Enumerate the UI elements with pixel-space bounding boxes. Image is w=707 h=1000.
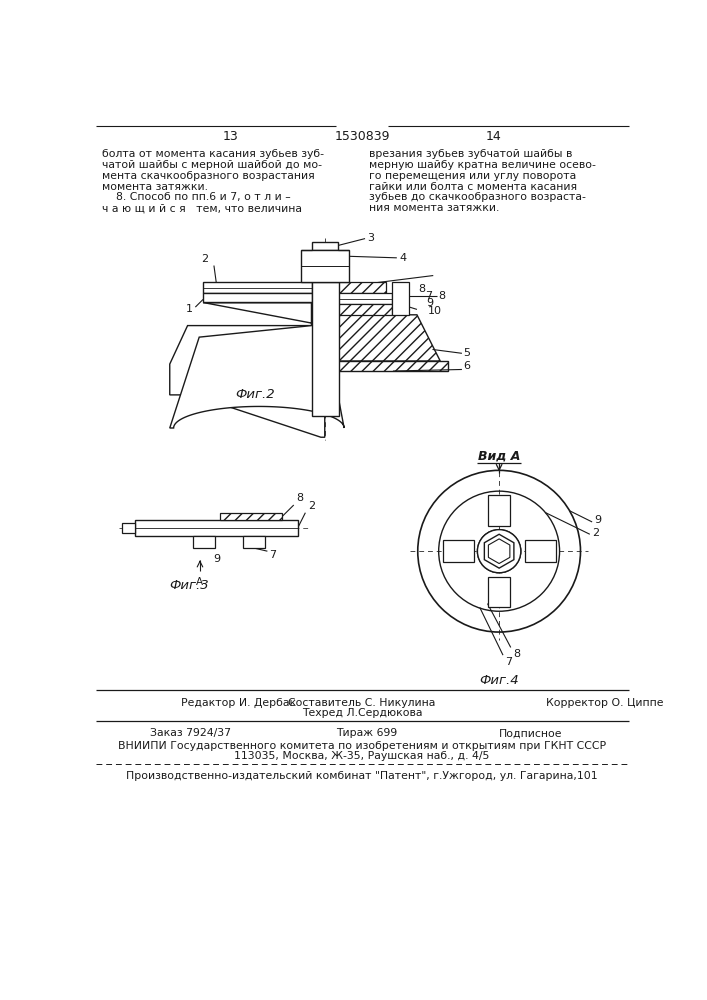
Text: 2: 2	[308, 501, 315, 511]
Polygon shape	[170, 302, 344, 428]
Text: Подписное: Подписное	[499, 728, 563, 738]
Text: 9: 9	[426, 298, 433, 308]
Text: 7: 7	[269, 550, 276, 560]
Text: гайки или болта с момента касания: гайки или болта с момента касания	[369, 182, 577, 192]
Text: Вид A: Вид A	[478, 450, 520, 463]
Text: го перемещения или углу поворота: го перемещения или углу поворота	[369, 171, 576, 181]
Text: 10: 10	[428, 306, 442, 316]
Text: Фиг.3: Фиг.3	[169, 579, 209, 592]
Text: 8: 8	[419, 284, 426, 294]
Text: 5: 5	[464, 348, 470, 358]
Bar	[243, 536, 265, 548]
Text: болта от момента касания зубьев зуб-: болта от момента касания зубьев зуб-	[103, 149, 325, 159]
Text: 8: 8	[296, 493, 303, 503]
Polygon shape	[489, 577, 510, 607]
Circle shape	[477, 530, 521, 573]
Text: 2: 2	[201, 254, 208, 264]
Text: 6: 6	[464, 361, 470, 371]
Bar	[300, 250, 349, 282]
Polygon shape	[525, 540, 556, 562]
Text: Фиг.2: Фиг.2	[235, 388, 275, 401]
Polygon shape	[170, 302, 325, 437]
Text: 13: 13	[222, 130, 238, 143]
Polygon shape	[489, 495, 510, 526]
Text: врезания зубьев зубчатой шайбы в: врезания зубьев зубчатой шайбы в	[369, 149, 572, 159]
Bar	[193, 536, 215, 548]
Text: 14: 14	[486, 130, 501, 143]
Text: 2: 2	[592, 528, 600, 538]
Bar	[338, 304, 392, 315]
Text: A: A	[197, 577, 204, 587]
Text: мента скачкообразного возрастания: мента скачкообразного возрастания	[103, 171, 315, 181]
Text: 113035, Москва, Ж-35, Раушская наб., д. 4/5: 113035, Москва, Ж-35, Раушская наб., д. …	[234, 751, 490, 761]
Text: Техред Л.Сердюкова: Техред Л.Сердюкова	[302, 708, 422, 718]
Text: мерную шайбу кратна величине осево-: мерную шайбу кратна величине осево-	[369, 160, 596, 170]
Bar	[338, 293, 392, 304]
Bar	[122, 523, 135, 533]
Text: Редактор И. Дербак: Редактор И. Дербак	[182, 698, 296, 708]
Text: ВНИИПИ Государственного комитета по изобретениям и открытиям при ГКНТ СССР: ВНИИПИ Государственного комитета по изоб…	[118, 741, 606, 751]
Text: 4: 4	[399, 253, 407, 263]
Polygon shape	[443, 540, 474, 562]
Text: 7: 7	[425, 291, 432, 301]
Text: 3: 3	[368, 233, 375, 243]
Bar	[392, 282, 409, 315]
Text: 1530839: 1530839	[334, 130, 390, 143]
Text: зубьев до скачкообразного возраста-: зубьев до скачкообразного возраста-	[369, 192, 586, 202]
Bar	[338, 282, 386, 293]
Text: 9: 9	[213, 554, 221, 564]
Text: 7: 7	[506, 657, 513, 667]
Bar	[312, 242, 338, 250]
Text: Корректор О. Циппе: Корректор О. Циппе	[546, 698, 663, 708]
Polygon shape	[338, 315, 440, 361]
Text: Фиг.4: Фиг.4	[479, 674, 519, 687]
Bar	[135, 520, 298, 536]
Text: 8. Способ по пп.6 и 7, о т л и –: 8. Способ по пп.6 и 7, о т л и –	[103, 192, 291, 202]
Text: 9: 9	[595, 515, 602, 525]
Text: Заказ 7924/37: Заказ 7924/37	[151, 728, 231, 738]
Text: момента затяжки.: момента затяжки.	[103, 182, 209, 192]
Text: ч а ю щ и й с я   тем, что величина: ч а ю щ и й с я тем, что величина	[103, 203, 303, 213]
Text: Производственно-издательский комбинат "Патент", г.Ужгород, ул. Гагарина,101: Производственно-издательский комбинат "П…	[126, 771, 597, 781]
Bar	[338, 361, 448, 371]
Text: чатой шайбы с мерной шайбой до мо-: чатой шайбы с мерной шайбой до мо-	[103, 160, 322, 170]
Bar	[312, 282, 339, 416]
Polygon shape	[484, 534, 514, 568]
Text: Тираж 699: Тираж 699	[337, 728, 397, 738]
Bar	[220, 513, 282, 520]
Polygon shape	[489, 539, 510, 564]
Text: Составитель С. Никулина: Составитель С. Никулина	[288, 698, 436, 708]
Bar	[203, 282, 312, 293]
Text: 8: 8	[438, 291, 446, 301]
Text: ния момента затяжки.: ния момента затяжки.	[369, 203, 499, 213]
Text: 8: 8	[513, 649, 520, 659]
Bar	[203, 293, 312, 302]
Text: 1: 1	[186, 304, 192, 314]
